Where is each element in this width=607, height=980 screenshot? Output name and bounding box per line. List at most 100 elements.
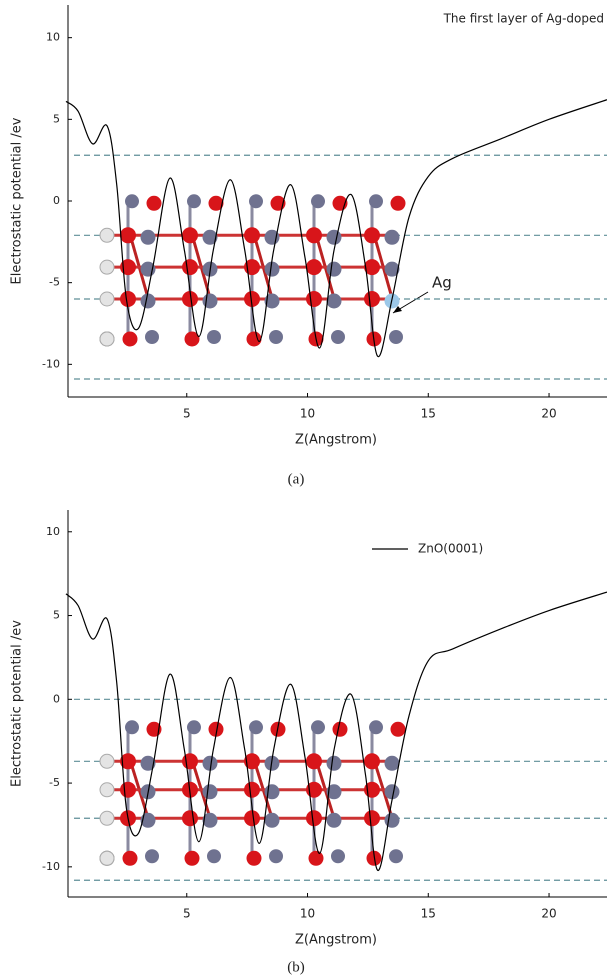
zn-atom	[326, 293, 342, 309]
h-atom	[99, 331, 115, 347]
zn-atom	[202, 812, 218, 828]
zn-atom	[207, 330, 221, 344]
zn-atom	[331, 330, 345, 344]
zn-atom	[326, 812, 342, 828]
zn-atom	[125, 720, 139, 735]
zn-atom	[384, 784, 400, 800]
zn-atom	[202, 755, 218, 771]
o-atom	[182, 753, 198, 770]
y-tick-label: 5	[53, 112, 60, 125]
zn-atom	[326, 261, 342, 277]
h-atom	[99, 850, 115, 866]
o-atom	[364, 810, 380, 827]
o-atom	[244, 781, 260, 798]
y-tick-label: -5	[49, 276, 60, 289]
zn-atom	[145, 330, 159, 344]
potential-line	[65, 99, 607, 358]
o-atom	[182, 291, 198, 307]
y-tick-label: 0	[53, 692, 60, 705]
zn-atom	[264, 293, 280, 309]
o-atom	[246, 331, 262, 347]
x-tick-label: 20	[541, 907, 556, 921]
x-tick-label: 15	[421, 407, 436, 421]
caption: (a)	[288, 471, 305, 487]
o-atom	[208, 721, 224, 737]
zn-atom	[207, 849, 221, 864]
o-atom	[306, 227, 322, 244]
o-atom	[146, 195, 162, 211]
zn-atom	[384, 229, 400, 245]
o-atom	[364, 259, 380, 276]
o-atom	[120, 227, 136, 244]
zn-atom	[331, 849, 345, 864]
y-tick-label: 5	[53, 609, 60, 622]
x-axis-label: Z(Angstrom)	[295, 933, 377, 948]
zn-atom	[311, 720, 325, 735]
y-tick-label: 10	[46, 31, 60, 44]
structure	[99, 194, 406, 347]
zn-atom	[140, 229, 156, 245]
y-tick-label: -10	[42, 860, 60, 873]
zn-atom	[264, 784, 280, 800]
o-atom	[120, 781, 136, 798]
y-tick-label: -10	[42, 357, 60, 370]
zn-atom	[140, 812, 156, 828]
x-tick-label: 5	[183, 907, 191, 921]
x-tick-label: 15	[421, 907, 436, 921]
zn-atom	[369, 194, 383, 209]
y-axis-label: Electrostatic potential /ev	[10, 620, 25, 787]
x-tick-label: 10	[300, 907, 315, 921]
o-atom	[364, 291, 380, 307]
o-atom	[184, 850, 200, 866]
o-atom	[244, 810, 260, 827]
zn-atom	[269, 849, 283, 864]
h-atom	[99, 810, 115, 826]
zn-atom	[125, 194, 139, 209]
zn-atom	[384, 755, 400, 771]
h-atom	[99, 782, 115, 798]
h-atom	[99, 753, 115, 769]
ag-label: Ag	[432, 274, 452, 292]
x-axis-label: Z(Angstrom)	[295, 433, 377, 448]
x-tick-label: 10	[300, 407, 315, 421]
annotation: The first layer of Ag-doped	[443, 12, 604, 26]
structure	[99, 720, 406, 866]
o-atom	[182, 227, 198, 244]
zn-atom	[264, 261, 280, 277]
o-atom	[366, 850, 382, 866]
h-atom	[99, 291, 115, 307]
o-atom	[390, 195, 406, 211]
x-tick-label: 5	[183, 407, 191, 421]
zn-atom	[187, 720, 201, 735]
zn-atom	[249, 720, 263, 735]
zn-atom	[389, 849, 403, 864]
zn-atom	[187, 194, 201, 209]
zn-atom	[202, 229, 218, 245]
zn-atom	[369, 720, 383, 735]
o-atom	[364, 753, 380, 770]
zn-atom	[140, 293, 156, 309]
o-atom	[244, 291, 260, 307]
y-tick-label: 0	[53, 194, 60, 207]
zn-atom	[326, 784, 342, 800]
zn-atom	[311, 194, 325, 209]
o-atom	[306, 291, 322, 307]
y-tick-label: 10	[46, 525, 60, 538]
zn-atom	[249, 194, 263, 209]
o-atom	[184, 331, 200, 347]
x-tick-label: 20	[541, 407, 556, 421]
o-atom	[120, 291, 136, 307]
o-atom	[208, 195, 224, 211]
h-atom	[99, 227, 115, 243]
caption: (b)	[287, 959, 305, 975]
h-atom	[99, 259, 115, 275]
zn-atom	[269, 330, 283, 344]
o-atom	[122, 331, 138, 347]
zn-atom	[326, 229, 342, 245]
o-atom	[244, 753, 260, 770]
y-axis-label: Electrostatic potential /ev	[10, 117, 25, 284]
zn-atom	[389, 330, 403, 344]
o-atom	[120, 753, 136, 770]
zn-atom	[384, 261, 400, 277]
